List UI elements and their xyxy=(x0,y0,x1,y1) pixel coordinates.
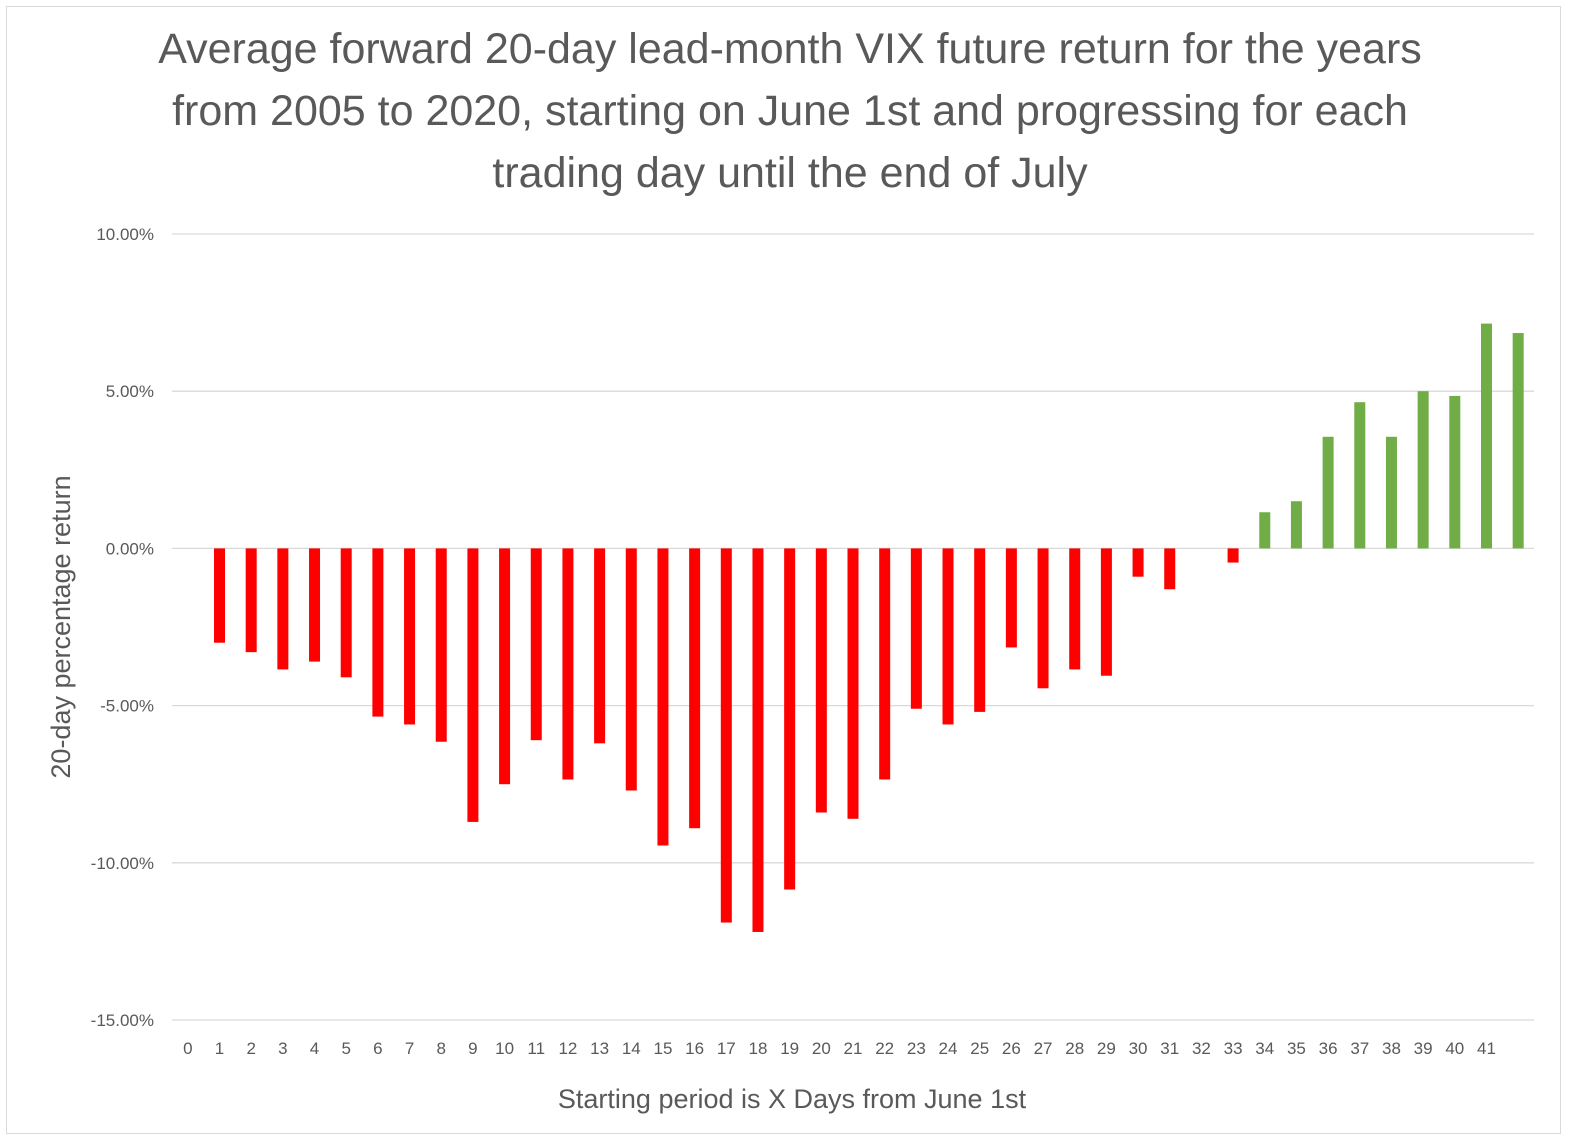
x-tick-label: 34 xyxy=(1255,1039,1274,1058)
x-tick-label: 4 xyxy=(310,1039,319,1058)
x-tick-label: 32 xyxy=(1192,1039,1211,1058)
bar xyxy=(1132,548,1144,577)
bar xyxy=(1354,402,1366,549)
bar xyxy=(435,548,447,742)
bar xyxy=(847,548,859,819)
y-tick-label: -10.00% xyxy=(91,854,154,873)
x-tick-label: 7 xyxy=(405,1039,414,1058)
x-tick-label: 11 xyxy=(527,1039,545,1058)
x-tick-label: 10 xyxy=(495,1039,514,1058)
bar xyxy=(1259,512,1271,549)
x-tick-label: 39 xyxy=(1414,1039,1433,1058)
bar xyxy=(404,548,416,725)
bar xyxy=(1227,548,1239,563)
bar xyxy=(815,548,827,813)
chart-frame xyxy=(6,6,1561,1134)
bar xyxy=(467,548,479,822)
y-tick-labels: 10.00% 5.00% 0.00% -5.00% -10.00% -15.00% xyxy=(91,225,154,1030)
x-tick-label: 30 xyxy=(1129,1039,1148,1058)
x-tick-label: 29 xyxy=(1097,1039,1116,1058)
x-tick-label: 6 xyxy=(373,1039,382,1058)
x-tick-label: 23 xyxy=(907,1039,926,1058)
x-tick-label: 20 xyxy=(812,1039,831,1058)
bars xyxy=(214,323,1524,932)
x-tick-label: 22 xyxy=(875,1039,894,1058)
bar xyxy=(372,548,384,717)
bar xyxy=(752,548,764,932)
bar xyxy=(720,548,732,923)
bar xyxy=(1322,436,1334,549)
bar xyxy=(625,548,637,791)
x-tick-label: 41 xyxy=(1477,1039,1496,1058)
x-tick-label: 36 xyxy=(1319,1039,1338,1058)
gridlines xyxy=(172,233,1534,1021)
x-tick-label: 38 xyxy=(1382,1039,1401,1058)
bar xyxy=(910,548,922,709)
chart-title: Average forward 20-day lead-month VIX fu… xyxy=(158,25,1422,197)
bar xyxy=(879,548,891,780)
x-tick-label: 18 xyxy=(749,1039,768,1058)
bar xyxy=(277,548,289,670)
x-tick-label: 25 xyxy=(970,1039,989,1058)
y-tick-label: -5.00% xyxy=(100,697,154,716)
bar xyxy=(499,548,511,785)
x-tick-label: 17 xyxy=(717,1039,736,1058)
bar xyxy=(214,548,226,643)
bar xyxy=(245,548,257,653)
y-tick-label: 10.00% xyxy=(96,225,154,244)
bar xyxy=(1037,548,1049,689)
bar xyxy=(1385,436,1397,549)
bar xyxy=(942,548,954,725)
bar xyxy=(530,548,542,741)
x-tick-label: 0 xyxy=(183,1039,192,1058)
bar xyxy=(309,548,321,662)
bar xyxy=(1005,548,1017,648)
x-tick-label: 24 xyxy=(939,1039,958,1058)
x-tick-label: 9 xyxy=(468,1039,477,1058)
y-tick-label: -15.00% xyxy=(91,1011,154,1030)
x-tick-label: 31 xyxy=(1160,1039,1179,1058)
bar xyxy=(1417,391,1429,549)
x-tick-label: 37 xyxy=(1350,1039,1369,1058)
bar xyxy=(1480,323,1492,549)
x-tick-label: 8 xyxy=(436,1039,445,1058)
x-tick-label: 12 xyxy=(558,1039,577,1058)
bar xyxy=(1449,395,1461,549)
bar xyxy=(1069,548,1081,670)
x-tick-label: 14 xyxy=(622,1039,641,1058)
y-axis-title: 20-day percentage return xyxy=(46,475,76,778)
bar xyxy=(784,548,796,890)
x-tick-label: 21 xyxy=(844,1039,863,1058)
bar xyxy=(657,548,669,846)
bar xyxy=(594,548,606,744)
y-tick-label: 0.00% xyxy=(106,539,154,558)
bar xyxy=(1290,501,1302,549)
bar xyxy=(1100,548,1112,676)
bar xyxy=(562,548,574,780)
x-tick-label: 33 xyxy=(1224,1039,1243,1058)
y-tick-label: 5.00% xyxy=(106,382,154,401)
x-tick-label: 27 xyxy=(1034,1039,1053,1058)
x-tick-label: 1 xyxy=(215,1039,224,1058)
x-tick-label: 16 xyxy=(685,1039,704,1058)
x-tick-labels: 0 1 2 3 4 5 6 7 8 9 10 11 12 13 14 15 16 17 18 19 20 21 22 23 24… xyxy=(183,1039,1496,1058)
x-tick-label: 5 xyxy=(341,1039,350,1058)
bar xyxy=(1512,333,1524,549)
bar xyxy=(689,548,701,829)
bar xyxy=(340,548,352,678)
x-tick-label: 28 xyxy=(1065,1039,1084,1058)
x-tick-label: 35 xyxy=(1287,1039,1306,1058)
bar xyxy=(974,548,986,712)
x-tick-label: 40 xyxy=(1445,1039,1464,1058)
bar xyxy=(1164,548,1176,590)
x-tick-label: 26 xyxy=(1002,1039,1021,1058)
x-tick-label: 19 xyxy=(780,1039,799,1058)
x-tick-label: 15 xyxy=(653,1039,672,1058)
x-axis-title: Starting period is X Days from June 1st xyxy=(558,1084,1027,1114)
x-tick-label: 3 xyxy=(278,1039,287,1058)
x-tick-label: 13 xyxy=(590,1039,609,1058)
x-tick-label: 2 xyxy=(246,1039,255,1058)
